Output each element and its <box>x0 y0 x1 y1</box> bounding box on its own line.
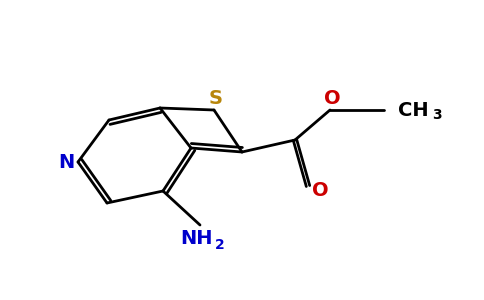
Text: 2: 2 <box>215 238 225 252</box>
Text: S: S <box>209 88 223 107</box>
Text: CH: CH <box>398 100 429 119</box>
Text: NH: NH <box>180 230 212 248</box>
Text: O: O <box>312 181 328 200</box>
Text: N: N <box>58 152 74 172</box>
Text: O: O <box>324 88 340 107</box>
Text: 3: 3 <box>432 108 441 122</box>
